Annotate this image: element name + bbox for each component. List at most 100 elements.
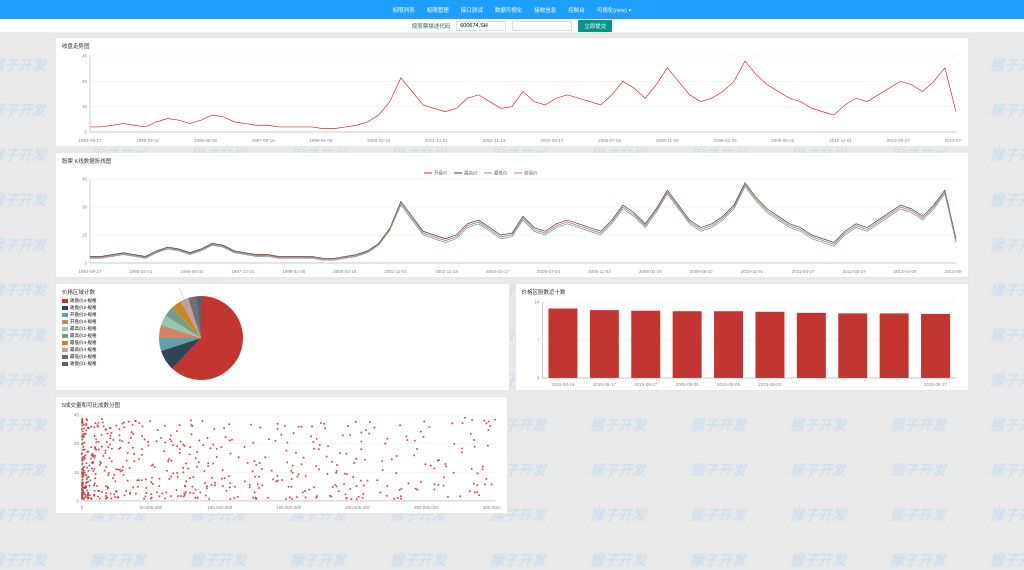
svg-text:50,000,000: 50,000,000 [140, 505, 163, 510]
svg-text:2005-08-05: 2005-08-05 [675, 382, 699, 387]
svg-text:200,000,000: 200,000,000 [345, 505, 370, 510]
svg-text:2008-02-26: 2008-02-26 [639, 269, 663, 274]
stock-dropdown[interactable] [512, 21, 572, 31]
svg-text:2015-08-17: 2015-08-17 [592, 382, 616, 387]
svg-text:2015-08-17: 2015-08-17 [924, 382, 948, 387]
svg-text:0: 0 [84, 130, 87, 135]
pie-legend-item[interactable]: 收盘价4-规格 [62, 298, 97, 304]
svg-text:2013-09-17: 2013-09-17 [944, 269, 962, 274]
close-price-panel: 收盘走势图 01530451993-09-171995-02-011996-05… [55, 37, 969, 147]
svg-text:2012-02-27: 2012-02-27 [887, 138, 911, 143]
svg-text:15: 15 [82, 233, 88, 238]
svg-text:2012-02-27: 2012-02-27 [843, 269, 867, 274]
svg-text:250,000,000: 250,000,000 [414, 505, 439, 510]
svg-text:最高价: 最高价 [464, 170, 478, 177]
svg-text:2008-02-26: 2008-02-26 [714, 138, 738, 143]
panel-title: 股票 K线数据折线图 [62, 157, 962, 165]
nav-item[interactable]: 数据可视化 [495, 6, 523, 14]
svg-text:2013-04-09: 2013-04-09 [894, 269, 918, 274]
svg-text:30: 30 [82, 205, 88, 210]
svg-text:2004-03-17: 2004-03-17 [540, 138, 564, 143]
nav-item[interactable]: 接口测试 [461, 6, 483, 14]
kline-chart: 01530451993-09-171995-02-011996-05-30199… [62, 167, 962, 275]
svg-text:2000-02-15: 2000-02-15 [333, 269, 357, 274]
legend-label: 最低价4-规格 [70, 340, 97, 346]
pie-legend: 收盘价4-规格收盘价2-规格开盘价2-规格开盘价4-规格最高价1-规格最高价2-… [62, 298, 97, 367]
nav-item[interactable]: 权限管理 [427, 6, 449, 14]
nav-item[interactable]: 权限列表 [393, 6, 415, 14]
pie-legend-item[interactable]: 开盘价4-规格 [62, 319, 97, 325]
legend-label: 最高价1-规格 [70, 326, 97, 332]
nav-item[interactable]: 接收信息 [534, 6, 556, 14]
legend-swatch [62, 320, 68, 324]
svg-text:0: 0 [76, 498, 79, 503]
svg-text:0: 0 [81, 505, 84, 510]
svg-text:2015-08-17: 2015-08-17 [634, 382, 658, 387]
svg-text:2002-11-13: 2002-11-13 [483, 138, 506, 143]
pie-legend-item[interactable]: 最低价2-规格 [62, 354, 97, 360]
pie-legend-item[interactable]: 最低价4-规格 [62, 340, 97, 346]
pie-legend-item[interactable]: 开盘价2-规格 [62, 312, 97, 318]
svg-text:30: 30 [74, 441, 79, 446]
svg-text:30: 30 [82, 79, 88, 84]
svg-text:2015-08-05: 2015-08-05 [717, 382, 741, 387]
toolbar: 按股票描述代码 立即提交 [0, 19, 1024, 33]
svg-text:2011-04-27: 2011-04-27 [792, 269, 815, 274]
svg-text:2002-11-13: 2002-11-13 [435, 269, 458, 274]
svg-text:2015-08-16: 2015-08-16 [551, 382, 575, 387]
bar-chart: 07142015-08-162015-08-172015-08-172005-0… [522, 298, 963, 388]
navbar: 权限列表 权限管理 接口测试 数据可视化 接收信息 控制台 可视化(new) ▾ [0, 0, 1024, 19]
svg-text:2010-11-01: 2010-11-01 [829, 138, 852, 143]
panel-title: 收盘走势图 [62, 42, 962, 50]
svg-text:2010-11-01: 2010-11-01 [741, 269, 764, 274]
pie-legend-item[interactable]: 最高价4-规格 [62, 347, 97, 353]
pie-legend-item[interactable]: 最高价2-规格 [62, 333, 97, 339]
scatter-chart: 0153045050,000,000100,000,000150,000,000… [62, 411, 501, 511]
svg-text:2001-11-01: 2001-11-01 [384, 269, 407, 274]
close-price-chart: 01530451993-09-171995-02-011996-05-30199… [62, 52, 962, 144]
legend-swatch [62, 299, 68, 303]
svg-text:100,000,000: 100,000,000 [207, 505, 232, 510]
nav-item[interactable]: 可视化(new) ▾ [597, 6, 632, 14]
legend-label: 开盘价2-规格 [70, 312, 97, 318]
legend-label: 开盘价4-规格 [70, 319, 97, 325]
legend-swatch [62, 348, 68, 352]
svg-text:2006-11-03: 2006-11-03 [588, 269, 611, 274]
svg-text:2005-07-04: 2005-07-04 [537, 269, 561, 274]
svg-text:15: 15 [82, 104, 88, 109]
legend-swatch [62, 362, 68, 366]
svg-text:2005-07-04: 2005-07-04 [598, 138, 622, 143]
legend-label: 最低价2-规格 [70, 354, 97, 360]
pie-chart: 最高价4-规格 9288 [101, 288, 401, 388]
pie-panel: 价格区域计数 收盘价4-规格收盘价2-规格开盘价2-规格开盘价4-规格最高价1-… [55, 283, 510, 391]
pie-legend-item[interactable]: 收盘价2-规格 [62, 305, 97, 311]
svg-text:45: 45 [82, 54, 88, 59]
legend-swatch [62, 306, 68, 310]
pie-legend-item[interactable]: 最高价1-规格 [62, 326, 97, 332]
pie-legend-item[interactable]: 收盘价1-规格 [62, 361, 97, 367]
stock-code-input[interactable] [456, 21, 506, 31]
nav-item[interactable]: 控制台 [568, 6, 585, 14]
svg-text:1993-09-17: 1993-09-17 [78, 269, 102, 274]
panel-title: 5成交量和可比成数分图 [62, 401, 501, 409]
svg-text:1996-05-30: 1996-05-30 [194, 138, 218, 143]
panel-title: 价格区股数近十数 [522, 288, 963, 296]
svg-text:150,000,000: 150,000,000 [276, 505, 301, 510]
svg-text:最低价: 最低价 [494, 170, 508, 177]
svg-text:45: 45 [82, 177, 88, 182]
legend-swatch [62, 327, 68, 331]
svg-text:0: 0 [84, 261, 87, 266]
svg-text:1993-09-17: 1993-09-17 [78, 138, 102, 143]
svg-text:2001-11-01: 2001-11-01 [425, 138, 448, 143]
svg-text:开盘价: 开盘价 [434, 170, 448, 177]
svg-text:14: 14 [534, 300, 540, 305]
legend-label: 最高价4-规格 [70, 347, 97, 353]
svg-text:2006-11-03: 2006-11-03 [656, 138, 679, 143]
submit-button[interactable]: 立即提交 [578, 20, 612, 32]
kline-panel: 股票 K线数据折线图 01530451993-09-171995-02-0119… [55, 152, 969, 278]
svg-text:2013-07-08: 2013-07-08 [944, 138, 962, 143]
svg-text:1997-09-16: 1997-09-16 [252, 138, 276, 143]
svg-text:1997-12-31: 1997-12-31 [231, 269, 255, 274]
legend-swatch [62, 355, 68, 359]
svg-text:1999-01-05: 1999-01-05 [309, 138, 333, 143]
